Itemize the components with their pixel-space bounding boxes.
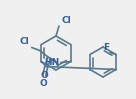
Text: HN: HN <box>44 58 60 67</box>
Text: O: O <box>39 79 47 89</box>
Text: Cl: Cl <box>61 16 71 25</box>
Text: O: O <box>41 70 49 79</box>
Text: Cl: Cl <box>20 37 30 46</box>
Text: F: F <box>103 42 109 51</box>
